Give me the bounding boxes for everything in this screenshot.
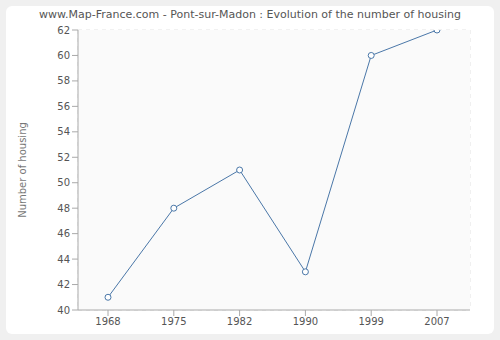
svg-text:1968: 1968 bbox=[95, 316, 120, 327]
svg-text:48: 48 bbox=[57, 203, 70, 214]
svg-text:62: 62 bbox=[57, 25, 70, 36]
svg-text:1982: 1982 bbox=[227, 316, 252, 327]
svg-text:42: 42 bbox=[57, 279, 70, 290]
svg-text:1999: 1999 bbox=[358, 316, 383, 327]
svg-text:2007: 2007 bbox=[424, 316, 449, 327]
svg-text:Number of housing: Number of housing bbox=[17, 122, 28, 218]
svg-text:1990: 1990 bbox=[293, 316, 318, 327]
svg-text:54: 54 bbox=[57, 126, 70, 137]
svg-text:58: 58 bbox=[57, 75, 70, 86]
svg-text:56: 56 bbox=[57, 101, 70, 112]
svg-text:40: 40 bbox=[57, 305, 70, 316]
svg-text:46: 46 bbox=[57, 228, 70, 239]
svg-text:50: 50 bbox=[57, 177, 70, 188]
svg-text:52: 52 bbox=[57, 152, 70, 163]
html-text:www.Map-France.com - Pont-sur-: www.Map-France.com - Pont-sur-Madon : Ev… bbox=[39, 8, 461, 21]
svg-text:60: 60 bbox=[57, 50, 70, 61]
svg-text:1975: 1975 bbox=[161, 316, 186, 327]
svg-text:44: 44 bbox=[57, 254, 70, 265]
